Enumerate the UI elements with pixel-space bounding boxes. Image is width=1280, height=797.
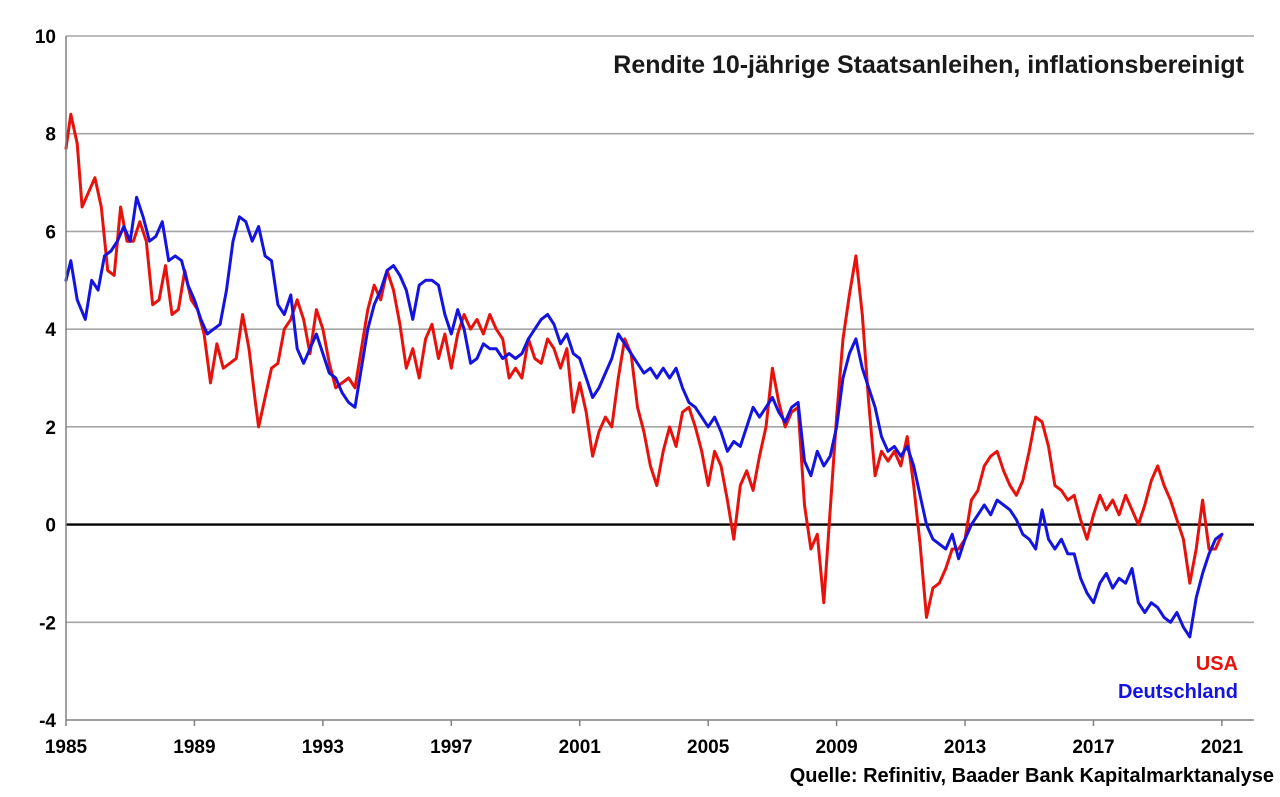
chart-title: Rendite 10-jährige Staatsanleihen, infla… [613, 51, 1244, 79]
x-tick-label: 2017 [1072, 737, 1114, 758]
legend-deutschland: Deutschland [1118, 681, 1238, 703]
x-tick-label: 1989 [173, 737, 215, 758]
y-tick-label: -2 [39, 613, 56, 634]
gridlines [66, 35, 1254, 624]
y-tick-label: 10 [35, 27, 56, 48]
y-tick-label: -4 [39, 711, 56, 732]
axes [65, 36, 1254, 726]
y-tick-label: 4 [45, 320, 56, 341]
x-tick-label: 2001 [559, 737, 602, 758]
legend-usa: USA [1196, 653, 1238, 675]
source-note: Quelle: Refinitiv, Baader Bank Kapitalma… [790, 765, 1274, 787]
series-line-deutschland [64, 195, 1224, 639]
x-tick-label: 2013 [944, 737, 986, 758]
y-tick-label: 8 [45, 125, 56, 146]
x-tick-label: 2009 [815, 737, 857, 758]
y-tick-label: 6 [45, 222, 56, 243]
y-tick-label: 0 [45, 516, 56, 537]
x-tick-label: 1985 [45, 737, 88, 758]
x-tick-label: 2021 [1201, 737, 1244, 758]
tick-labels: 10 8 6 4 2 0 -2 -4 1985 1989 1993 1997 2001 2005 2009 2… [35, 27, 1244, 758]
x-tick-label: 2005 [687, 737, 730, 758]
series-line-usa [64, 112, 1224, 619]
x-tick-label: 1993 [302, 737, 344, 758]
series-lines [64, 112, 1224, 639]
x-tick-label: 1997 [430, 737, 472, 758]
y-tick-label: 2 [45, 418, 56, 439]
